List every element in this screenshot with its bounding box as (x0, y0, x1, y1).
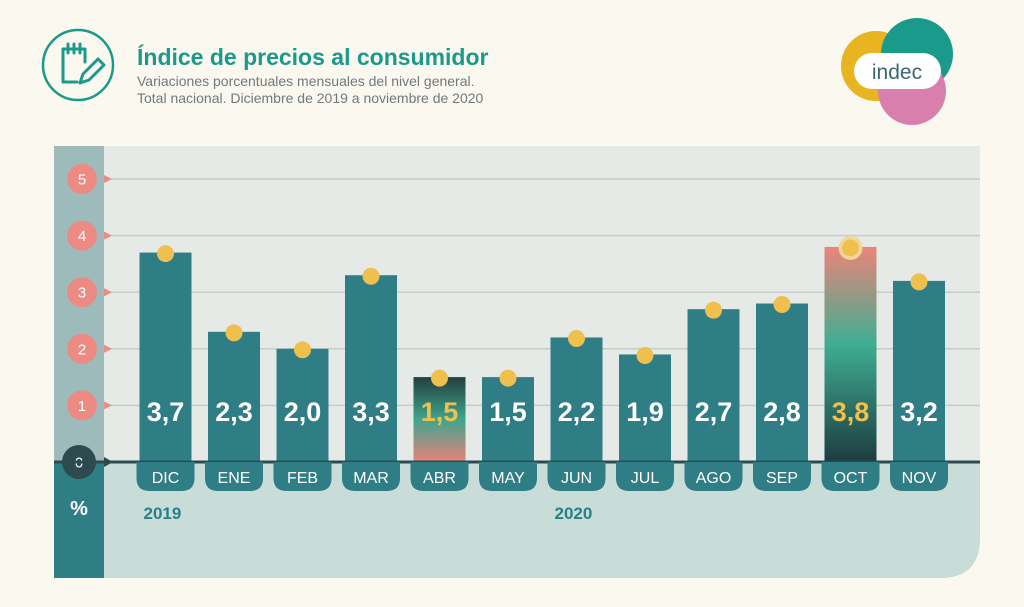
bar-jun (550, 337, 603, 462)
month-label-mar: MAR (353, 470, 389, 487)
y-axis-unit-label: % (70, 498, 88, 520)
data-point-ago (705, 301, 722, 319)
month-tab (616, 462, 674, 491)
value-label-jul: 1,9 (626, 397, 664, 427)
data-point-oct (842, 239, 859, 257)
y-tick-label: 1 (78, 398, 86, 415)
month-label-dic: DIC (152, 470, 180, 487)
month-label-jun: JUN (561, 470, 592, 487)
bar-sep (756, 303, 808, 462)
bar-jul (619, 354, 671, 462)
value-label-jun: 2,2 (558, 397, 596, 427)
chart-title: Índice de precios al consumidor (137, 44, 489, 70)
value-label-mar: 3,3 (352, 397, 390, 427)
indec-logo: indec (841, 18, 953, 125)
month-label-nov: NOV (902, 470, 937, 487)
month-label-ago: AGO (696, 470, 732, 487)
month-tab (136, 462, 195, 491)
y-tick-bubble (67, 164, 97, 194)
y-tick-bubble (67, 277, 97, 308)
y-tick-label: 3 (78, 285, 86, 302)
chart-subtitle-line2: Total nacional. Diciembre de 2019 a novi… (137, 90, 484, 106)
bar-mar (345, 275, 397, 462)
y-tick-pointer (104, 231, 112, 240)
month-tab (342, 462, 400, 491)
month-label-abr: ABR (423, 470, 456, 487)
data-point-may (499, 369, 517, 387)
chart-subtitle-line1: Variaciones porcentuales mensuales del n… (137, 73, 475, 89)
y-tick-pointer (104, 288, 112, 297)
value-label-may: 1,5 (489, 397, 527, 427)
y-tick-pointer (104, 175, 112, 183)
y-tick-bubble (67, 333, 97, 364)
y-tick-bubble (67, 390, 97, 421)
bar-nov (893, 280, 945, 462)
value-label-ago: 2,7 (695, 397, 733, 427)
bar-dic (139, 252, 192, 462)
month-label-sep: SEP (766, 470, 798, 487)
month-tab (684, 462, 743, 491)
value-label-sep: 2,8 (763, 397, 801, 427)
data-point-ene (225, 324, 243, 342)
month-tab (821, 462, 880, 491)
value-label-abr: 1,5 (421, 397, 459, 427)
value-label-oct: 3,8 (832, 397, 870, 427)
month-label-may: MAY (491, 470, 525, 487)
year-label-2020: 2020 (555, 504, 593, 523)
bar-feb (276, 348, 329, 462)
bar-ene (208, 331, 260, 462)
y-tick-label: 4 (78, 228, 86, 245)
edit-document-icon (41, 28, 115, 102)
month-tab (273, 462, 332, 491)
value-label-nov: 3,2 (900, 397, 938, 427)
logo-text: indec (872, 61, 922, 84)
month-label-ene: ENE (218, 470, 251, 487)
y-tick-label: 5 (78, 172, 86, 189)
bar-ago (687, 309, 740, 462)
value-label-feb: 2,0 (284, 397, 322, 427)
year-label-2019: 2019 (144, 504, 182, 523)
data-point-feb (294, 341, 311, 359)
data-point-mar (362, 267, 380, 285)
month-label-oct: OCT (834, 470, 868, 487)
data-point-nov (910, 273, 928, 291)
data-point-jun (568, 329, 585, 347)
y-tick-bubble (67, 220, 97, 251)
value-label-ene: 2,3 (215, 397, 253, 427)
y-tick-pointer (104, 401, 112, 410)
month-label-jul: JUL (631, 470, 660, 487)
month-tab (479, 462, 537, 491)
month-tab (753, 462, 811, 491)
data-point-sep (773, 296, 791, 314)
data-point-jul (636, 346, 654, 364)
bar-may (482, 377, 534, 462)
y-tick-pointer (104, 344, 112, 353)
data-point-dic (157, 245, 174, 263)
bar-oct (824, 246, 877, 462)
y-tick-label: 2 (78, 341, 86, 358)
month-tab (547, 462, 606, 491)
month-tab (410, 462, 469, 491)
month-tab (205, 462, 263, 491)
month-tab (890, 462, 948, 491)
value-label-dic: 3,7 (147, 397, 185, 427)
data-point-abr (431, 369, 448, 387)
bar-abr (413, 377, 466, 462)
month-label-feb: FEB (287, 470, 318, 487)
